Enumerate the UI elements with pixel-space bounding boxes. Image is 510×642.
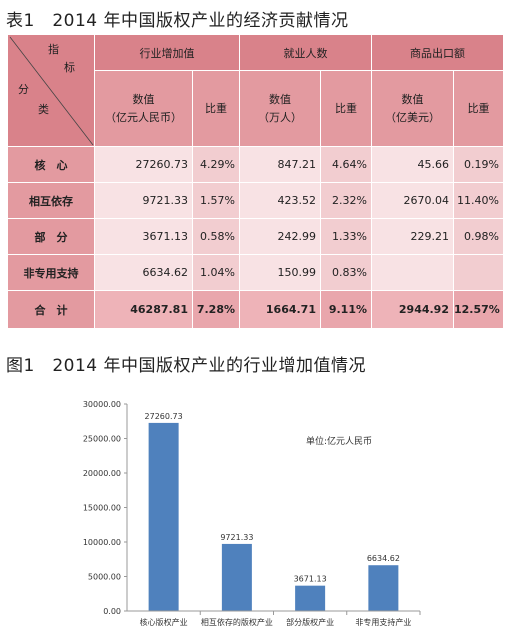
- cell: 46287.81: [94, 290, 193, 329]
- corner-header: 指 标 分 类: [7, 34, 95, 147]
- y-tick-label: 25000.00: [83, 435, 121, 444]
- cell: 1.04%: [192, 254, 240, 291]
- economic-contribution-table: 指 标 分 类 行业增加值 就业人数 商品出口额 数值 （亿元人民币） 比重 数值…: [7, 34, 504, 329]
- table-row: 部 分 3671.13 0.58% 242.99 1.33% 229.21 0.…: [7, 218, 504, 255]
- share-header: 比重: [320, 70, 372, 147]
- cell: 150.99: [239, 254, 321, 291]
- bar-value-label: 6634.62: [367, 554, 400, 563]
- cell: 0.98%: [453, 218, 504, 255]
- bar: [295, 585, 326, 611]
- table-row: 非专用支持 6634.62 1.04% 150.99 0.83%: [7, 254, 504, 291]
- x-tick-label: 非专用支持产业: [355, 617, 411, 627]
- y-tick-label: 30000.00: [83, 400, 121, 409]
- value-added-bar-chart: 30000.00 25000.00 20000.00 15000.00 10000.00…: [83, 400, 421, 627]
- bar-value-label: 27260.73: [145, 412, 183, 421]
- unit-annotation: 单位:亿元人民币: [306, 435, 372, 447]
- value-header: 数值 （亿元人民币）: [94, 70, 193, 147]
- cell: 12.57%: [453, 290, 504, 329]
- cell: 1664.71: [239, 290, 321, 329]
- table-row: 核 心 27260.73 4.29% 847.21 4.64% 45.66 0.…: [7, 146, 504, 183]
- bar: [148, 422, 179, 611]
- cell: [371, 254, 454, 291]
- cell: 229.21: [371, 218, 454, 255]
- y-tick-label: 20000.00: [83, 469, 121, 478]
- cell: 0.19%: [453, 146, 504, 183]
- y-tick-label: 5000.00: [88, 573, 121, 582]
- bar-value-label: 3671.13: [294, 575, 327, 584]
- row-label: 合 计: [7, 290, 95, 329]
- cell: 3671.13: [94, 218, 193, 255]
- cell: 9721.33: [94, 182, 193, 219]
- row-label: 部 分: [7, 218, 95, 255]
- cell: 9.11%: [320, 290, 372, 329]
- table-title: 表1 2014 年中国版权产业的经济贡献情况: [6, 11, 349, 31]
- bar: [221, 543, 252, 611]
- corner-label-left: 分: [18, 83, 29, 96]
- cell: 2670.04: [371, 182, 454, 219]
- corner-diagonal: [9, 36, 94, 146]
- cell: 0.58%: [192, 218, 240, 255]
- y-tick-label: 15000.00: [83, 504, 121, 513]
- cell: 45.66: [371, 146, 454, 183]
- value-header: 数值 （亿美元）: [371, 70, 454, 147]
- cell: 6634.62: [94, 254, 193, 291]
- cell: 2.32%: [320, 182, 372, 219]
- corner-label-top: 指: [48, 43, 59, 56]
- cell: 4.64%: [320, 146, 372, 183]
- corner-label-bottom: 类: [38, 103, 49, 116]
- bars: [148, 422, 399, 611]
- share-header: 比重: [192, 70, 240, 147]
- value-header: 数值 （万人）: [239, 70, 321, 147]
- cell: 4.29%: [192, 146, 240, 183]
- group-header: 商品出口额: [371, 34, 504, 71]
- cell: 242.99: [239, 218, 321, 255]
- cell: 847.21: [239, 146, 321, 183]
- row-label: 核 心: [7, 146, 95, 183]
- row-label: 相互依存: [7, 182, 95, 219]
- group-header: 就业人数: [239, 34, 372, 71]
- cell: 1.33%: [320, 218, 372, 255]
- share-header: 比重: [453, 70, 504, 147]
- bar: [368, 565, 399, 611]
- cell: 423.52: [239, 182, 321, 219]
- x-tick-label: 相互依存的版权产业: [201, 617, 273, 627]
- cell: 2944.92: [371, 290, 454, 329]
- cell: 1.57%: [192, 182, 240, 219]
- x-tick-label: 部分版权产业: [286, 617, 334, 627]
- x-tick-label: 核心版权产业: [140, 617, 188, 627]
- cell: 7.28%: [192, 290, 240, 329]
- cell: 11.40%: [453, 182, 504, 219]
- bar-value-label: 9721.33: [220, 533, 253, 542]
- table-row: 相互依存 9721.33 1.57% 423.52 2.32% 2670.04 …: [7, 182, 504, 219]
- figure-title: 图1 2014 年中国版权产业的行业增加值情况: [6, 356, 366, 376]
- y-tick-label: 10000.00: [83, 538, 121, 547]
- x-axis: 核心版权产业 相互依存的版权产业 部分版权产业 非专用支持产业: [127, 610, 421, 627]
- row-label: 非专用支持: [7, 254, 95, 291]
- y-tick-label: 0.00: [103, 607, 121, 616]
- cell: 0.83%: [320, 254, 372, 291]
- corner-label-right: 标: [64, 61, 75, 74]
- y-axis: 30000.00 25000.00 20000.00 15000.00 10000.00…: [83, 400, 128, 616]
- cell: 27260.73: [94, 146, 193, 183]
- total-row: 合 计 46287.81 7.28% 1664.71 9.11% 2944.92…: [7, 290, 504, 329]
- cell: [453, 254, 504, 291]
- value-labels: 27260.73 9721.33 3671.13 6634.62: [145, 412, 400, 584]
- group-header: 行业增加值: [94, 34, 240, 71]
